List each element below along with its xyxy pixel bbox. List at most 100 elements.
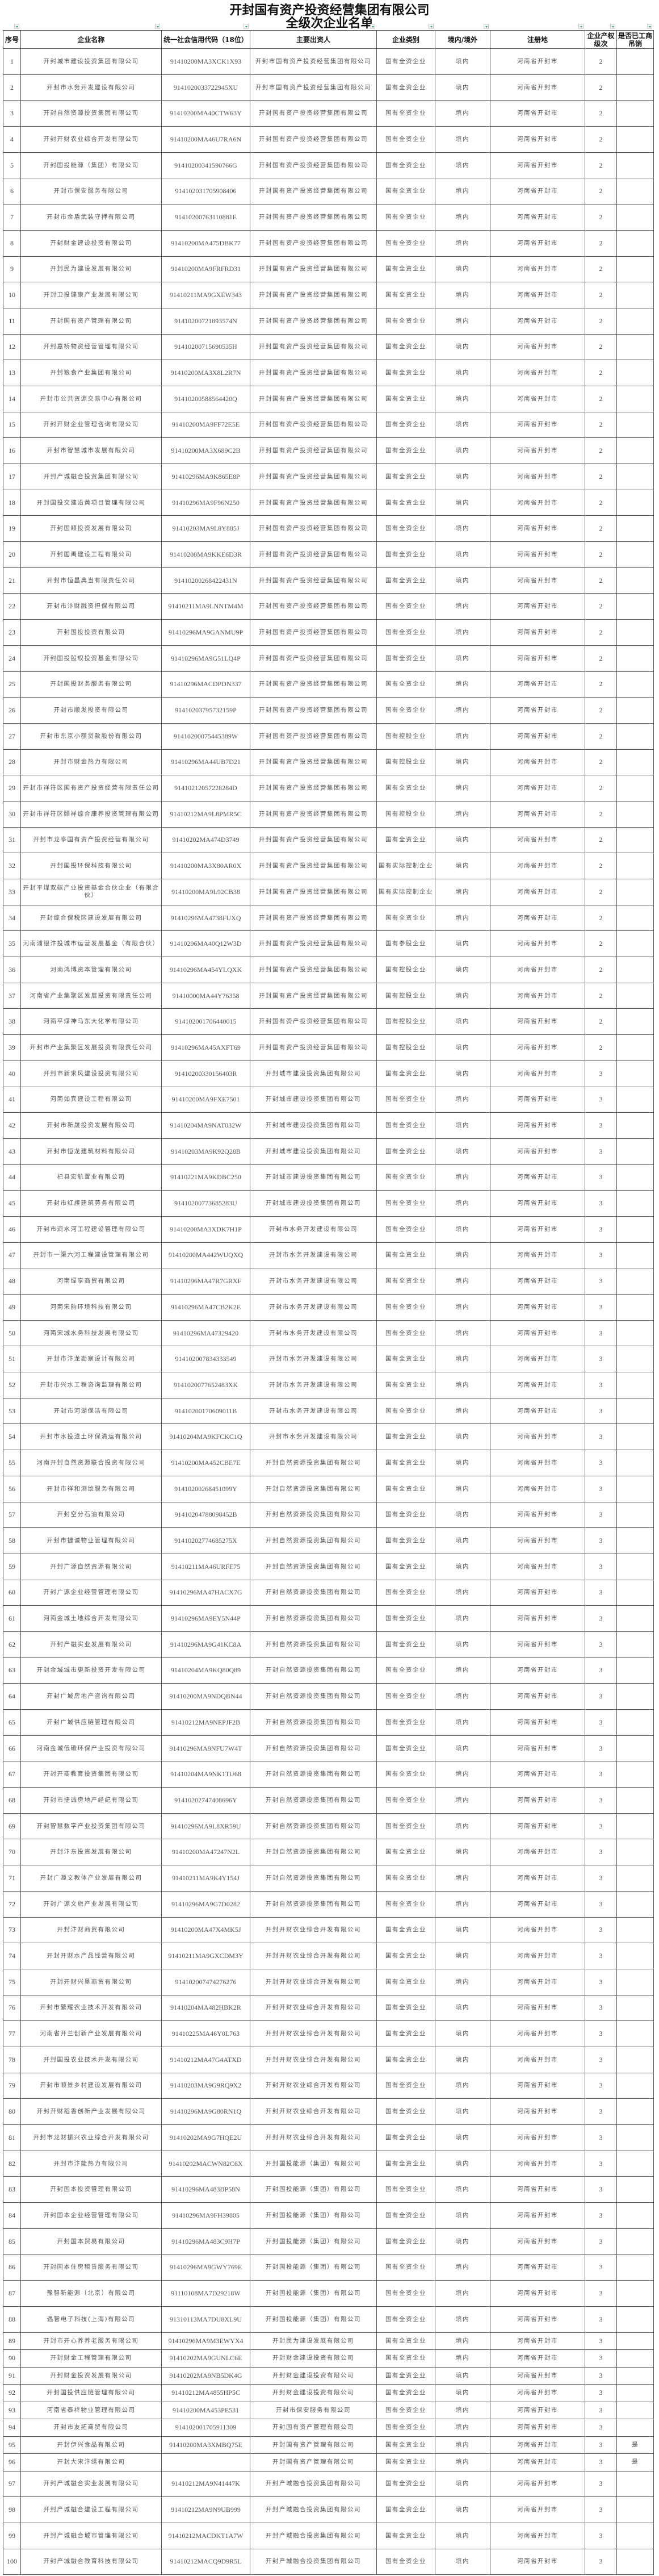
registered-place-cell: 河南省开封市 xyxy=(490,904,585,932)
table-row: 83 开封国本投资管理有限公司 91410296MA483BP58N 开封国投能源（集… xyxy=(3,2176,654,2203)
deregistered-cell xyxy=(616,2548,654,2575)
company-name-cell: 开封国有资产管理有限公司 xyxy=(20,307,162,335)
enterprise-type-cell: 国有全资企业 xyxy=(376,1450,435,1476)
seq-cell: 95 xyxy=(3,2436,21,2454)
deregistered-cell xyxy=(616,1553,654,1580)
enterprise-type-cell: 国有全资企业 xyxy=(376,2453,435,2471)
domestic-overseas-cell: 境内 xyxy=(435,2176,490,2203)
table-row: 60 开封广源企业经营管理有限公司 91410296MA47HACX7G 开封自然资源… xyxy=(3,1579,654,1606)
registered-place-cell: 河南省开封市 xyxy=(490,2150,585,2177)
equity-level-cell: 2 xyxy=(585,982,617,1009)
seq-cell: 47 xyxy=(3,1242,21,1269)
equity-level-cell: 2 xyxy=(585,333,617,361)
equity-level-cell: 3 xyxy=(585,1501,617,1529)
enterprise-type-cell: 国有全资企业 xyxy=(376,229,435,257)
main-investor-cell: 开封市水务开发建设有限公司 xyxy=(250,1346,377,1373)
credit-code-cell: 91410203MA9G9RQ9X2 xyxy=(161,2072,250,2099)
credit-code-cell: 91410200MA3X80AR0X xyxy=(161,853,250,879)
registered-place-cell: 河南省开封市 xyxy=(490,1553,585,1580)
company-name-cell: 河南开封自然资源联合投资有限公司 xyxy=(20,1450,162,1476)
filter-dropdown-icon[interactable] xyxy=(610,24,615,29)
registered-place-cell: 河南省开封市 xyxy=(490,1865,585,1892)
company-name-cell: 开封市捷诚房地产经纪有限公司 xyxy=(20,1787,162,1814)
enterprise-type-cell: 国有全资企业 xyxy=(376,645,435,672)
credit-code-cell: 91410296MA9G51LQ4P xyxy=(161,645,250,672)
enterprise-type-cell: 国有全资企业 xyxy=(376,593,435,620)
registered-place-cell: 河南省开封市 xyxy=(490,567,585,594)
enterprise-type-cell: 国有全资企业 xyxy=(376,2366,435,2385)
filter-dropdown-icon[interactable] xyxy=(244,24,249,29)
filter-dropdown-icon[interactable] xyxy=(484,24,489,29)
deregistered-cell xyxy=(616,1138,654,1165)
deregistered-cell xyxy=(616,2020,654,2047)
seq-cell: 26 xyxy=(3,697,21,724)
equity-level-cell: 3 xyxy=(585,1138,617,1165)
credit-code-cell: 91410200MA9FF72E5E xyxy=(161,411,250,439)
credit-code-cell: 91410296MA9FH39805 xyxy=(161,2202,250,2229)
company-name-cell: 开封国投投资有限公司 xyxy=(20,619,162,646)
filter-dropdown-icon[interactable] xyxy=(14,24,19,29)
credit-code-cell: 91410296MA483C9H7P xyxy=(161,2228,250,2255)
table-row: 82 开封市汴能热力有限公司 91410202MACWN82C6X 开封国投能源（集团… xyxy=(3,2150,654,2177)
credit-code-cell: 91410296MA9F96N250 xyxy=(161,489,250,516)
table-row: 56 开封市祥和测绘服务有限公司 91410200268451099Y 开封自然资源投… xyxy=(3,1475,654,1502)
credit-code-cell: 91410296MA9K865E8P xyxy=(161,464,250,490)
seq-cell: 12 xyxy=(3,333,21,361)
main-investor-cell: 开封国有资产管理有限公司 xyxy=(250,2436,377,2454)
filter-dropdown-icon[interactable] xyxy=(647,24,652,29)
credit-code-cell: 91410200MA3X689C2B xyxy=(161,437,250,464)
equity-level-cell: 3 xyxy=(585,2072,617,2099)
filter-dropdown-icon[interactable] xyxy=(429,24,434,29)
deregistered-cell xyxy=(616,1164,654,1191)
domestic-overseas-cell: 境内 xyxy=(435,1839,490,1866)
seq-cell: 4 xyxy=(3,126,21,153)
company-name-cell: 开封市顺景乡村建设发展有限公司 xyxy=(20,2072,162,2099)
deregistered-cell xyxy=(616,437,654,464)
company-name-cell: 豫智新能源（北京）有限公司 xyxy=(20,2280,162,2307)
registered-place-cell: 河南省开封市 xyxy=(490,930,585,958)
enterprise-type-cell: 国有全资企业 xyxy=(376,1917,435,1944)
company-name-cell: 开封空分石油有限公司 xyxy=(20,1501,162,1529)
table-header-row: 序号 企业名称 统一社会信用代码（18位） 主要出资人 企业类别 境内/境外 注… xyxy=(3,30,654,49)
enterprise-type-cell: 国有参股企业 xyxy=(376,930,435,958)
company-name-cell: 开封广城供应链管理有限公司 xyxy=(20,1709,162,1736)
deregistered-cell xyxy=(616,749,654,776)
seq-cell: 83 xyxy=(3,2176,21,2203)
filter-dropdown-icon[interactable] xyxy=(578,24,584,29)
equity-level-cell: 3 xyxy=(585,1527,617,1554)
credit-code-cell: 91410200MA442WUQXQ xyxy=(161,1242,250,1269)
filter-dropdown-icon[interactable] xyxy=(155,24,160,29)
company-name-cell: 开封粮食产业集团有限公司 xyxy=(20,360,162,386)
company-name-cell: 开封市恒龙建筑材料有限公司 xyxy=(20,1138,162,1165)
enterprise-type-cell: 国有控股企业 xyxy=(376,1034,435,1061)
credit-code-cell: 91410296MA9M3EWYX4 xyxy=(161,2332,250,2350)
table-row: 46 开封市涧水河工程建设管理有限公司 91410200MA3XDK7H1P 开封市水… xyxy=(3,1216,654,1243)
enterprise-type-cell: 国有全资企业 xyxy=(376,1735,435,1762)
seq-cell: 44 xyxy=(3,1164,21,1191)
header-enterprise-type: 企业类别 xyxy=(376,30,435,49)
equity-level-cell: 3 xyxy=(585,2150,617,2177)
seq-cell: 69 xyxy=(3,1813,21,1840)
domestic-overseas-cell: 境内 xyxy=(435,1553,490,1580)
registered-place-cell: 河南省开封市 xyxy=(490,1423,585,1451)
company-name-cell: 开封市友拓商贸有限公司 xyxy=(20,2419,162,2437)
enterprise-type-cell: 国有全资企业 xyxy=(376,2020,435,2047)
main-investor-cell: 开封国投能源（集团）有限公司 xyxy=(250,2306,377,2333)
company-name-cell: 河南浦银汴投城市运营发展基金（有限合伙） xyxy=(20,930,162,958)
enterprise-type-cell: 国有全资企业 xyxy=(376,282,435,308)
enterprise-type-cell: 国有控股企业 xyxy=(376,749,435,776)
registered-place-cell: 河南省开封市 xyxy=(490,2306,585,2333)
seq-cell: 34 xyxy=(3,904,21,932)
registered-place-cell: 河南省开封市 xyxy=(490,307,585,335)
domestic-overseas-cell: 境内 xyxy=(435,2366,490,2385)
domestic-overseas-cell: 境内 xyxy=(435,126,490,153)
deregistered-cell xyxy=(616,1268,654,1295)
credit-code-cell: 914102007474276276 xyxy=(161,1968,250,1995)
domestic-overseas-cell: 境内 xyxy=(435,1527,490,1554)
deregistered-cell xyxy=(616,2522,654,2549)
filter-dropdown-icon[interactable] xyxy=(370,24,375,29)
seq-cell: 35 xyxy=(3,930,21,958)
domestic-overseas-cell: 境内 xyxy=(435,282,490,308)
credit-code-cell: 914102001706440015 xyxy=(161,1008,250,1036)
registered-place-cell: 河南省开封市 xyxy=(490,1943,585,1969)
